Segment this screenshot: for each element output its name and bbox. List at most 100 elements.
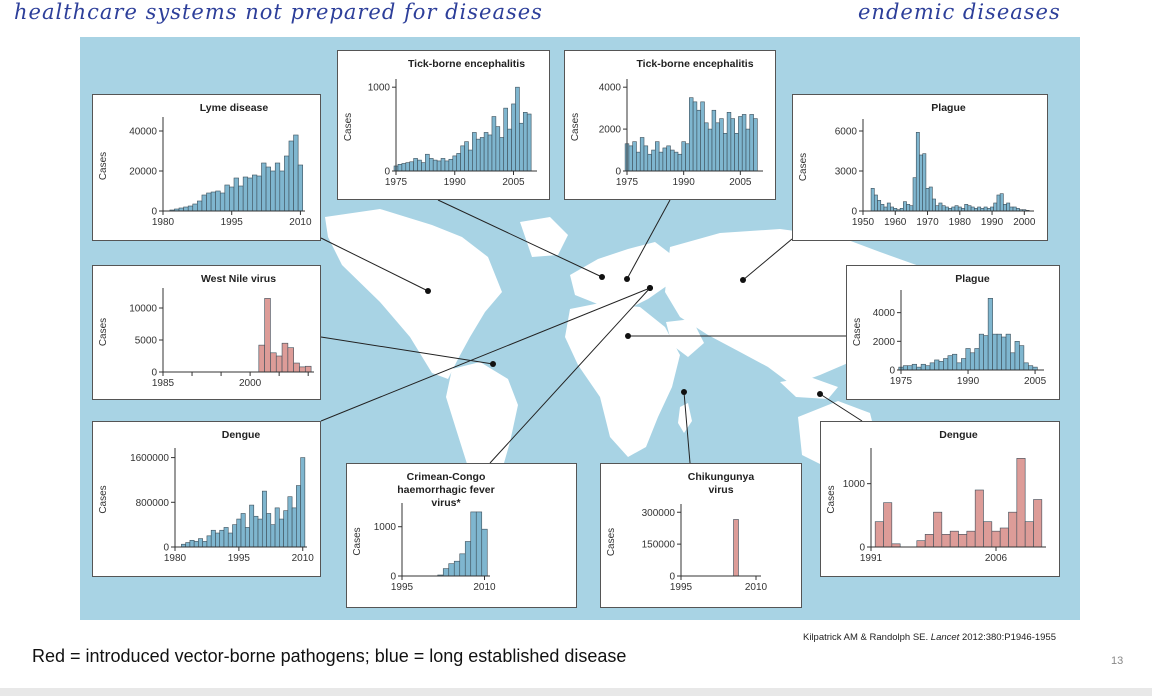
y-tick-label: 0 bbox=[889, 366, 895, 377]
bar bbox=[421, 162, 426, 172]
x-tick-label: 2000 bbox=[1013, 217, 1036, 228]
bar bbox=[983, 206, 988, 212]
citation: Kilpatrick AM & Randolph SE. Lancet 2012… bbox=[803, 632, 1056, 643]
bar bbox=[413, 158, 418, 172]
bar bbox=[304, 365, 312, 373]
bar bbox=[296, 485, 301, 548]
chart-title: Tick-borne encephalitis bbox=[617, 58, 773, 71]
chart-panel-dengue1: Dengue Cases 0 800000 1600000 1980 1995 2010 bbox=[92, 421, 321, 577]
bar bbox=[886, 202, 891, 212]
bar bbox=[193, 541, 199, 548]
chart-title: Dengue bbox=[165, 429, 317, 442]
africa-landmass bbox=[565, 303, 680, 457]
bar bbox=[464, 141, 469, 172]
y-tick-label: 0 bbox=[390, 572, 396, 583]
y-tick-label: 0 bbox=[163, 543, 169, 554]
y-tick-label: 1000 bbox=[368, 83, 391, 94]
bar bbox=[468, 149, 473, 172]
bar bbox=[425, 153, 430, 172]
bar bbox=[956, 362, 962, 371]
x-tick-label: 1980 bbox=[164, 553, 187, 564]
citation-journal: Lancet bbox=[930, 632, 960, 643]
bar bbox=[1005, 333, 1011, 371]
bar bbox=[938, 202, 943, 212]
x-tick-label: 1980 bbox=[949, 217, 972, 228]
location-dot bbox=[681, 389, 687, 395]
bar bbox=[915, 132, 920, 212]
x-tick-label: 1970 bbox=[916, 217, 939, 228]
bar bbox=[974, 348, 980, 371]
bar bbox=[909, 205, 914, 212]
x-tick-label: 1975 bbox=[616, 177, 639, 188]
bar bbox=[257, 518, 263, 548]
location-dot bbox=[740, 277, 746, 283]
chart-title-line: haemorrhagic fever virus* bbox=[397, 484, 495, 509]
bar bbox=[902, 365, 908, 371]
bar bbox=[990, 206, 994, 212]
bar bbox=[1016, 458, 1026, 548]
bar bbox=[954, 205, 959, 212]
chart-title-line: Chikungunya bbox=[687, 471, 755, 483]
bar bbox=[696, 109, 701, 172]
bar bbox=[281, 342, 289, 373]
bar bbox=[965, 348, 971, 371]
y-tick-label: 4000 bbox=[873, 308, 896, 319]
bar bbox=[916, 540, 926, 548]
bar bbox=[749, 114, 754, 172]
bar bbox=[903, 201, 907, 212]
bar bbox=[472, 132, 477, 172]
bar bbox=[440, 158, 446, 172]
bar bbox=[967, 205, 972, 212]
bar bbox=[935, 205, 940, 212]
y-tick-label: 0 bbox=[151, 368, 157, 379]
bar bbox=[970, 206, 975, 212]
y-axis-label: Cases bbox=[852, 318, 863, 346]
bar bbox=[1010, 352, 1016, 371]
location-dot bbox=[624, 276, 630, 282]
location-dot bbox=[625, 333, 631, 339]
bar bbox=[947, 355, 953, 371]
x-tick-label: 1990 bbox=[981, 217, 1004, 228]
bar bbox=[279, 518, 284, 548]
y-tick-label: 150000 bbox=[642, 540, 676, 551]
bar bbox=[655, 141, 660, 172]
bar bbox=[519, 122, 524, 172]
bar bbox=[409, 161, 414, 172]
bar bbox=[745, 128, 751, 172]
bar bbox=[983, 521, 993, 548]
y-tick-label: 0 bbox=[384, 167, 390, 178]
bar bbox=[258, 344, 265, 373]
figure-caption: Red = introduced vector-borne pathogens;… bbox=[32, 646, 627, 666]
x-tick-label: 1995 bbox=[391, 582, 414, 593]
bar bbox=[475, 138, 481, 172]
bar bbox=[397, 164, 403, 172]
y-axis-label: Cases bbox=[798, 153, 809, 181]
bar bbox=[244, 527, 250, 548]
bar bbox=[495, 126, 501, 172]
x-tick-label: 1990 bbox=[444, 177, 467, 188]
bar bbox=[275, 355, 283, 373]
bar bbox=[925, 365, 931, 371]
bar bbox=[964, 204, 969, 212]
y-tick-label: 0 bbox=[851, 207, 857, 218]
bar bbox=[715, 122, 720, 172]
bar bbox=[293, 362, 300, 373]
bar bbox=[233, 177, 239, 212]
bar bbox=[464, 541, 472, 577]
bar bbox=[456, 153, 461, 172]
bar bbox=[978, 333, 984, 371]
bar bbox=[992, 333, 998, 371]
chart-svg-dengue1: Cases 0 800000 1600000 1980 1995 2010 bbox=[98, 448, 314, 564]
x-tick-label: 1975 bbox=[890, 376, 913, 387]
x-tick-label: 1975 bbox=[385, 177, 408, 188]
bar bbox=[270, 524, 276, 548]
bar bbox=[966, 530, 976, 548]
bar bbox=[880, 204, 885, 212]
bar bbox=[526, 113, 532, 172]
chart-title-line: virus bbox=[708, 484, 734, 496]
chart-title: West Nile virus bbox=[153, 273, 324, 286]
connector-line bbox=[819, 393, 863, 422]
bar bbox=[730, 118, 735, 172]
bar bbox=[210, 529, 216, 548]
chart-panel-westnile: West Nile virus Cases 0 5000 10000 1985 2000 bbox=[92, 265, 321, 400]
